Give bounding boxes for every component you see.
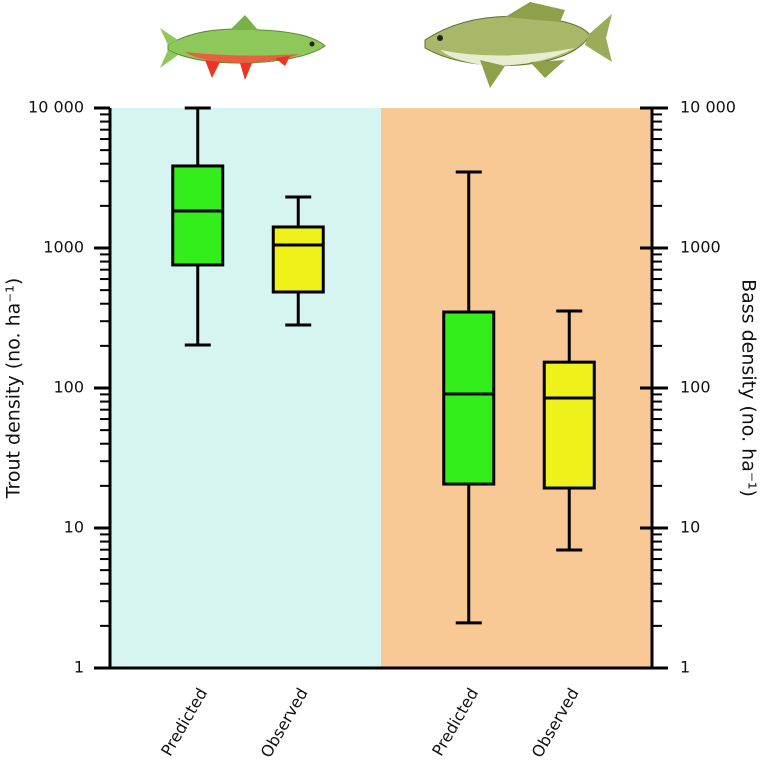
bass-illustration (424, 2, 612, 88)
x-tick-label: Predicted (157, 685, 211, 760)
box (171, 164, 225, 267)
y2-axis-title: Bass density (no. ha⁻¹) (738, 279, 760, 497)
x-tick-label: Observed (257, 685, 312, 761)
y-tick-label: 1000 (43, 238, 84, 257)
y2-tick-label: 1 (680, 658, 690, 677)
panel-background (381, 108, 652, 668)
panel-background (110, 108, 381, 668)
x-tick-label: Observed (528, 685, 583, 761)
y2-tick-label: 1000 (680, 238, 721, 257)
backgrounds (110, 108, 652, 668)
y2-tick-label: 100 (680, 378, 711, 397)
box (271, 225, 325, 294)
box (542, 360, 596, 490)
y-axis-title: Trout density (no. ha⁻¹) (3, 278, 25, 500)
y2-tick-label: 10 (680, 518, 700, 537)
y-tick-label: 10 (64, 518, 84, 537)
y-tick-label: 1 (74, 658, 84, 677)
x-tick-label: Predicted (428, 685, 482, 760)
y-tick-label: 10 000 (28, 98, 84, 117)
y2-tick-label: 10 000 (680, 98, 736, 117)
y-tick-label: 100 (53, 378, 84, 397)
box (442, 310, 496, 486)
trout-illustration (160, 15, 326, 80)
